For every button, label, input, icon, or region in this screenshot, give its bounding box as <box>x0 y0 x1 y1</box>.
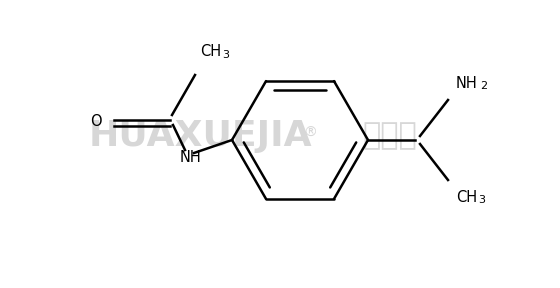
Text: O: O <box>90 115 102 130</box>
Text: NH: NH <box>180 151 202 166</box>
Text: 3: 3 <box>222 50 229 60</box>
Text: NH: NH <box>456 75 478 90</box>
Text: ®: ® <box>303 126 317 140</box>
Text: 3: 3 <box>478 195 485 205</box>
Text: HUAXUEJIA: HUAXUEJIA <box>88 119 312 153</box>
Text: CH: CH <box>200 45 221 60</box>
Text: 2: 2 <box>480 81 487 91</box>
Text: 化学加: 化学加 <box>363 122 417 151</box>
Text: CH: CH <box>456 190 477 204</box>
